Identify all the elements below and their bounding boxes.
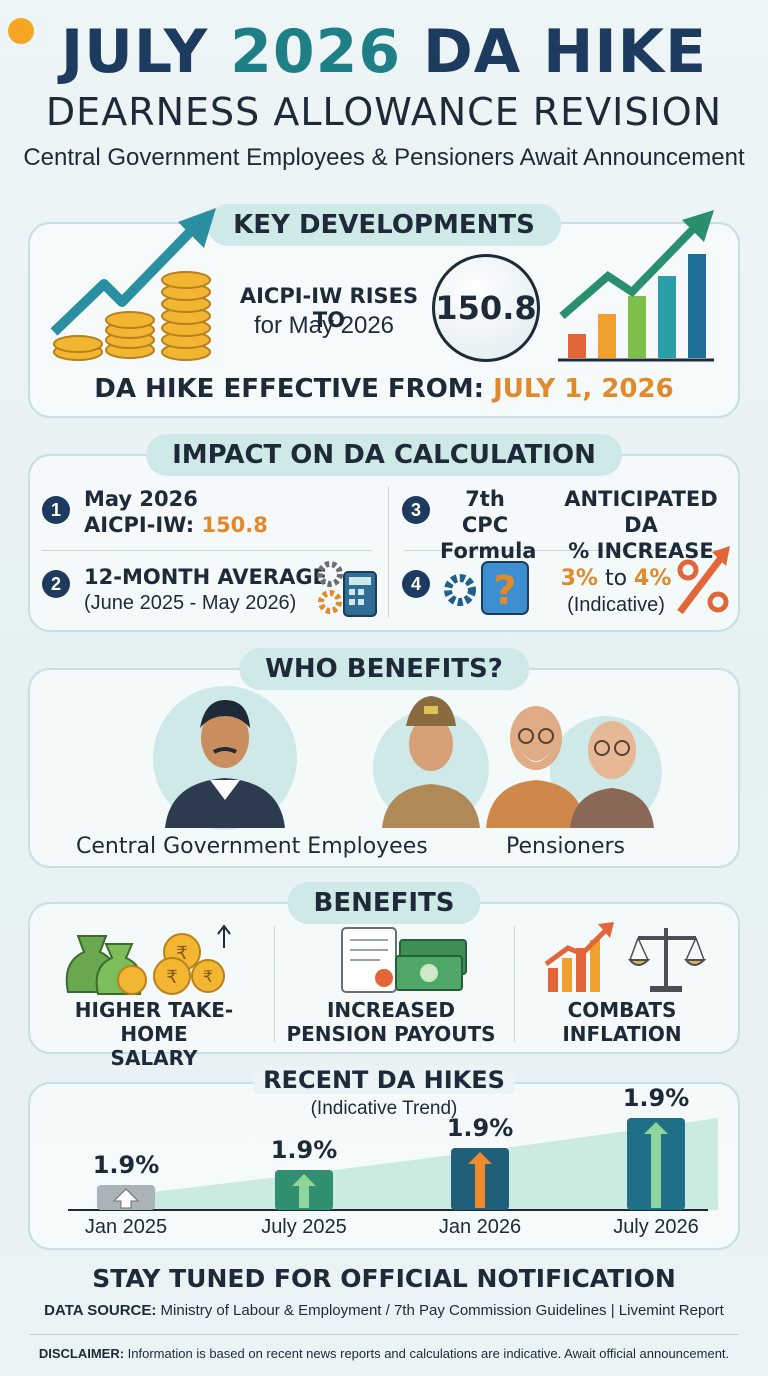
disclaimer-text: Information is based on recent news repo… [124,1346,730,1361]
aicpi-value-badge: 150.8 [432,254,540,362]
impact-item-1-line1: May 2026 [84,487,198,511]
anticipated-da-heading: ANTICIPATED DA % INCREASE [548,486,734,564]
trend-ramp-area [98,1118,718,1210]
benefits-divider-1 [274,926,275,1042]
effective-date: JULY 1, 2026 [493,374,674,404]
impact-item-3-line1: 7th CPC [461,487,509,537]
anticipated-da-line2: % INCREASE [568,539,714,563]
brand-logo-icon [8,18,34,44]
recent-da-hikes-subtitle: (Indicative Trend) [310,1098,458,1119]
disclaimer-line: DISCLAIMER: Information is based on rece… [0,1346,768,1361]
page-tagline: Central Government Employees & Pensioner… [23,144,745,171]
da-range-low: 3% [560,566,598,591]
disclaimer-label: DISCLAIMER: [38,1346,125,1361]
stay-tuned-banner: STAY TUNED FOR OFFICIAL NOTIFICATION [92,1264,676,1293]
benefit-item-1-line2: SALARY [110,1046,198,1070]
chart-value-label: 1.9% [92,1151,160,1179]
chart-bar-arrow-icon [644,1122,668,1208]
impact-item-3: 7th CPC Formula [440,486,537,564]
title-part-year: 2026 [230,17,402,87]
gear-question-icon: ? [444,561,529,615]
svg-text:?: ? [493,568,516,614]
who-label-employees: Central Government Employees [76,834,428,859]
impact-divider-left [42,550,372,551]
step-number-1: 1 [42,496,70,524]
chart-category-label: Jan 2026 [438,1216,522,1238]
benefit-item-3: COMBATS INFLATION [520,998,724,1046]
benefit-item-2: INCREASED PENSION PAYOUTS [286,998,496,1046]
benefit-item-3-line2: INFLATION [562,1022,682,1046]
chart-category-label: July 2025 [261,1216,347,1238]
benefit-item-2-line1: INCREASED [326,998,456,1022]
employee-avatar-icon [153,686,297,830]
aicpi-sub: for May 2026 [253,312,395,339]
impact-item-1-line2: AICPI-IW: 150.8 [84,512,268,538]
da-increase-range: 3% to 4% [556,566,676,592]
impact-item-3-line2: Formula [440,539,537,563]
svg-text:₹: ₹ [176,943,187,964]
step-number-2: 2 [42,570,70,598]
page-title: JULY 2026 DA HIKE [0,12,768,92]
benefit-item-1: HIGHER TAKE-HOME SALARY [44,998,264,1070]
step-number-3: 3 [402,496,430,524]
title-part-month: JULY [60,17,231,87]
svg-text:₹: ₹ [203,967,213,986]
aicpi-label: AICPI-IW RISES TO [239,284,419,332]
svg-text:₹: ₹ [166,967,177,988]
impact-heading: IMPACT ON DA CALCULATION [146,434,622,476]
recent-da-hikes-chart [68,1118,718,1211]
footer-divider [30,1334,738,1335]
impact-item-1-label: AICPI-IW: [84,513,202,537]
chart-value-label: 1.9% [446,1114,514,1142]
benefit-item-3-line1: COMBATS [567,998,677,1022]
da-range-high: 4% [634,566,672,591]
data-source-text: Ministry of Labour & Employment / 7th Pa… [156,1302,724,1319]
chart-category-label: Jan 2025 [84,1216,168,1238]
chart-bar-arrow-icon [468,1152,492,1208]
data-source-line: DATA SOURCE: Ministry of Labour & Employ… [0,1302,768,1319]
anticipated-da-line1: ANTICIPATED DA [564,487,718,537]
who-benefits-heading: WHO BENEFITS? [239,648,529,690]
impact-item-1: May 2026 AICPI-IW: 150.8 [84,486,268,538]
recent-heading-text: RECENT DA HIKES [253,1066,515,1094]
pension-document-cash-icon [341,927,467,993]
impact-item-1-value: 150.8 [201,513,268,537]
chart-bar-arrow-icon [292,1174,316,1208]
gears-calculator-icon [317,561,377,617]
impact-item-2-line1: 12-MONTH AVERAGE [84,565,327,589]
impact-item-2-line2: (June 2025 - May 2026) [84,592,297,614]
chart-value-label: 1.9% [622,1084,690,1112]
benefit-item-2-line2: PENSION PAYOUTS [286,1022,496,1046]
effective-date-line: DA HIKE EFFECTIVE FROM: JULY 1, 2026 [0,374,768,404]
benefit-item-1-line1: HIGHER TAKE-HOME [74,998,234,1046]
benefits-divider-2 [514,926,515,1042]
chart-category-label: July 2026 [613,1216,699,1238]
data-source-label: DATA SOURCE: [44,1302,157,1319]
impact-divider-vertical [388,486,389,618]
rising-arrow-coins-icon [50,208,216,361]
pensioner-avatar-icon [486,706,662,828]
bar-chart-arrow-icon [558,210,714,362]
who-label-pensioners: Pensioners [506,834,625,859]
benefits-heading: BENEFITS [287,882,481,924]
effective-label: DA HIKE EFFECTIVE FROM: [94,374,494,404]
step-number-4: 4 [402,570,430,598]
money-bags-rupee-icon: ₹ ₹ ₹ [65,924,231,995]
da-range-note: (Indicative) [567,594,665,616]
key-developments-heading: KEY DEVELOPMENTS [207,204,561,246]
chart-bar-arrow-icon [112,1188,140,1209]
percent-arrow-icon [677,546,730,615]
page-subtitle: DEARNESS ALLOWANCE REVISION [45,90,723,134]
officer-avatar-icon [373,696,489,828]
chart-value-label: 1.9% [270,1136,338,1164]
da-range-to: to [597,566,635,591]
chart-scales-icon [544,922,707,992]
impact-panel [28,454,740,632]
recent-da-hikes-heading: RECENT DA HIKES [0,1066,768,1094]
impact-divider-right [404,550,724,551]
title-part-hike: DA HIKE [401,17,708,87]
